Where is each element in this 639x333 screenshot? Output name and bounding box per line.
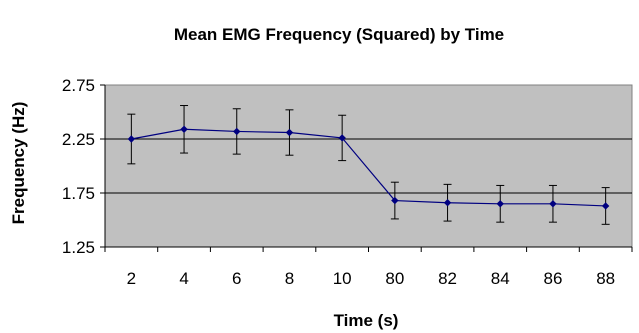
data-point	[549, 200, 557, 208]
plot-area	[104, 84, 633, 248]
data-point	[391, 196, 399, 205]
data-point	[338, 134, 346, 142]
data-point	[285, 128, 294, 137]
series-line	[131, 128, 606, 207]
chart-title: Mean EMG Frequency (Squared) by Time	[174, 25, 504, 44]
y-tick-label: 1.75	[62, 184, 95, 203]
x-tick-label: 84	[491, 269, 510, 288]
data-point	[443, 199, 452, 207]
x-tick-label: 2	[127, 269, 136, 288]
data-point	[127, 135, 136, 143]
y-axis-label: Frequency (Hz)	[9, 102, 28, 225]
x-tick-label: 8	[285, 269, 294, 288]
x-axis: 2 4 6 8 10 80 82 84 86 88	[104, 246, 633, 288]
data-point	[180, 125, 188, 133]
x-tick-label: 88	[596, 269, 615, 288]
x-axis-label: Time (s)	[334, 311, 399, 330]
y-tick-label: 1.25	[62, 238, 95, 257]
x-tick-label: 80	[385, 269, 404, 288]
y-tick-label: 2.75	[62, 76, 95, 95]
y-tick-label: 2.25	[62, 130, 95, 149]
data-point	[496, 200, 504, 208]
gridlines	[105, 138, 632, 194]
data-point	[233, 127, 241, 136]
data-point	[601, 202, 610, 210]
x-tick-label: 10	[333, 269, 352, 288]
x-tick-label: 6	[232, 269, 241, 288]
x-tick-label: 82	[438, 269, 457, 288]
x-tick-label: 4	[179, 269, 188, 288]
y-axis: 1.25 1.75 2.25 2.75	[62, 76, 106, 257]
x-tick-label: 86	[543, 269, 562, 288]
data-series	[127, 125, 610, 210]
